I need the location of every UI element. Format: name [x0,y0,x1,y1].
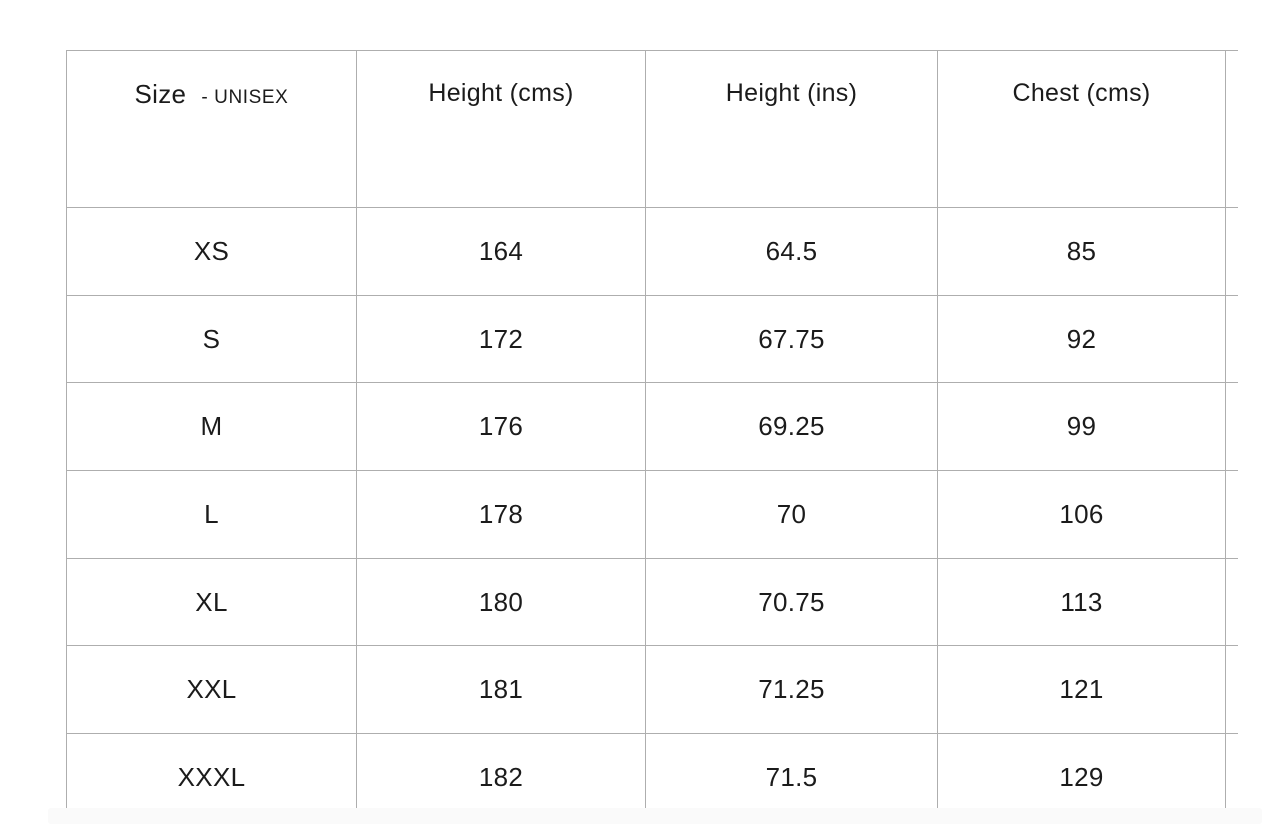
size-header-group: Size - UNISEX [67,79,356,110]
chest-cms-cell: 121 [937,645,1226,735]
cutoff-column-cell [1225,294,1238,384]
table-row-xl: XL 180 70.75 113 [66,557,1238,647]
size-chart-table: Size - UNISEX Height (cms) Height (ins) … [66,50,1238,824]
cutoff-column-cell [1225,557,1238,647]
chest-cms-cell: 85 [937,207,1226,296]
table-row-xxl: XXL 181 71.25 121 [66,645,1238,735]
table-row-l: L 178 70 106 [66,470,1238,559]
cutoff-column-cell [1225,645,1238,735]
height-ins-cell: 70.75 [645,557,938,647]
table-row-s: S 172 67.75 92 [66,294,1238,384]
height-cms-cell: 176 [356,382,646,472]
column-header-chest-cms: Chest (cms) [937,50,1226,208]
size-cell: XL [66,557,357,647]
column-header-height-ins: Height (ins) [645,50,938,208]
bottom-page-strip [48,808,1262,824]
cutoff-column-cell [1225,382,1238,472]
chest-cms-cell: 106 [937,470,1226,559]
height-cms-cell: 181 [356,645,646,735]
size-cell: L [66,470,357,559]
height-ins-cell: 71.25 [645,645,938,735]
table-row-xs: XS 164 64.5 85 [66,207,1238,296]
size-cell: XXL [66,645,357,735]
height-cms-cell: 182 [356,733,646,823]
height-cms-cell: 178 [356,470,646,559]
size-cell: S [66,294,357,384]
height-cms-cell: 164 [356,207,646,296]
height-ins-cell: 64.5 [645,207,938,296]
chest-cms-cell: 129 [937,733,1226,823]
size-cell: M [66,382,357,472]
height-ins-cell: 70 [645,470,938,559]
chest-cms-cell: 113 [937,557,1226,647]
height-ins-cell: 67.75 [645,294,938,384]
height-cms-cell: 180 [356,557,646,647]
height-ins-cell: 69.25 [645,382,938,472]
size-cell: XXXL [66,733,357,823]
cutoff-column-cell [1225,733,1238,823]
column-header-height-cms: Height (cms) [356,50,646,208]
table-row-xxxl: XXXL 182 71.5 129 [66,733,1238,823]
chest-cms-cell: 99 [937,382,1226,472]
height-cms-cell: 172 [356,294,646,384]
cutoff-column-cell [1225,207,1238,296]
size-header-label: Size [134,79,187,109]
cutoff-column-cell [1225,50,1238,208]
header-row: Size - UNISEX Height (cms) Height (ins) … [66,50,1238,208]
column-header-size: Size - UNISEX [66,50,357,208]
cutoff-column-cell [1225,470,1238,559]
size-cell: XS [66,207,357,296]
table-row-m: M 176 69.25 99 [66,382,1238,472]
unisex-note: - UNISEX [201,87,289,108]
chest-cms-cell: 92 [937,294,1226,384]
